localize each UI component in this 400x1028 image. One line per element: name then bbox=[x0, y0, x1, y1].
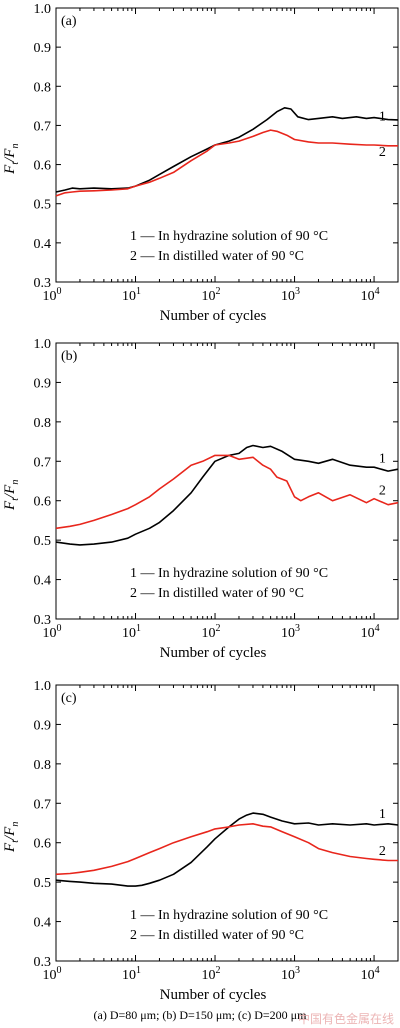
y-tick-label: 0.5 bbox=[34, 534, 52, 549]
y-tick-label: 0.8 bbox=[34, 416, 52, 431]
y-tick-label: 0.3 bbox=[34, 955, 52, 970]
series-label-2: 2 bbox=[379, 145, 386, 160]
series-line-1 bbox=[55, 812, 399, 887]
y-tick-label: 0.6 bbox=[34, 837, 52, 852]
x-axis-label: Number of cycles bbox=[160, 645, 267, 661]
series-line-1 bbox=[55, 107, 399, 193]
panel-label: (c) bbox=[61, 691, 77, 706]
x-tick-label: 103 bbox=[281, 965, 300, 983]
x-tick-label: 102 bbox=[202, 286, 221, 304]
x-tick-label: 104 bbox=[361, 286, 380, 304]
x-tick-label: 101 bbox=[122, 286, 141, 304]
series-label-1: 1 bbox=[379, 807, 386, 822]
legend-entry-2: 2 — In distilled water of 90 °C bbox=[130, 249, 304, 264]
series-label-2: 2 bbox=[379, 844, 386, 859]
plot-frame bbox=[55, 342, 399, 620]
y-tick-label: 1.0 bbox=[34, 337, 52, 352]
y-tick-label: 0.6 bbox=[34, 159, 52, 174]
y-tick-label: 0.4 bbox=[34, 574, 52, 589]
chart-panel-2: 0.3 0.4 0.5 0.6 0.7 0.8 0.9 1.0 100 101 102 103 104 N… bbox=[2, 337, 399, 661]
plot-frame bbox=[55, 684, 399, 962]
y-tick-label: 0.9 bbox=[34, 41, 52, 56]
x-tick-label: 100 bbox=[43, 965, 62, 983]
x-tick-label: 101 bbox=[122, 965, 141, 983]
chart-panel-1: 0.3 0.4 0.5 0.6 0.7 0.8 0.9 1.0 100 101 102 103 104 N… bbox=[2, 2, 399, 324]
watermark: 中国有色金属在线 bbox=[297, 1012, 394, 1026]
y-tick-label: 0.7 bbox=[34, 455, 52, 470]
x-axis-label: Number of cycles bbox=[160, 308, 267, 324]
y-tick-label: 0.4 bbox=[34, 916, 52, 931]
x-tick-label: 102 bbox=[202, 965, 221, 983]
legend-entry-2: 2 — In distilled water of 90 °C bbox=[130, 928, 304, 943]
series-line-2 bbox=[55, 823, 398, 876]
x-tick-label: 102 bbox=[202, 623, 221, 641]
legend-entry-1: 1 — In hydrazine solution of 90 °C bbox=[130, 908, 328, 923]
series-line-2 bbox=[55, 454, 399, 530]
y-tick-label: 0.5 bbox=[34, 876, 52, 891]
y-tick-label: 0.6 bbox=[34, 495, 52, 510]
panel-label: (a) bbox=[61, 14, 77, 29]
x-tick-label: 104 bbox=[361, 965, 380, 983]
y-tick-label: 0.9 bbox=[34, 718, 52, 733]
panel-label: (b) bbox=[61, 349, 78, 364]
legend-entry-1: 1 — In hydrazine solution of 90 °C bbox=[130, 566, 328, 581]
y-tick-label: 0.8 bbox=[34, 80, 52, 95]
x-tick-label: 100 bbox=[43, 286, 62, 304]
y-tick-label: 0.9 bbox=[34, 376, 52, 391]
x-tick-label: 104 bbox=[361, 623, 380, 641]
x-tick-label: 100 bbox=[43, 623, 62, 641]
x-tick-label: 103 bbox=[281, 623, 300, 641]
y-tick-label: 1.0 bbox=[34, 679, 52, 694]
figure-caption: (a) D=80 μm; (b) D=150 μm; (c) D=200 μm bbox=[93, 1008, 307, 1022]
y-tick-label: 0.3 bbox=[34, 276, 52, 291]
y-tick-label: 0.4 bbox=[34, 237, 52, 252]
y-axis-label: Ft/Fn bbox=[2, 480, 21, 511]
y-tick-label: 1.0 bbox=[34, 2, 52, 17]
legend-entry-2: 2 — In distilled water of 90 °C bbox=[130, 586, 304, 601]
series-label-1: 1 bbox=[379, 451, 386, 466]
y-tick-label: 0.5 bbox=[34, 198, 52, 213]
x-tick-label: 101 bbox=[122, 623, 141, 641]
series-label-1: 1 bbox=[379, 110, 386, 125]
x-tick-label: 103 bbox=[281, 286, 300, 304]
y-axis-label: Ft/Fn bbox=[2, 822, 21, 853]
series-line-1 bbox=[55, 444, 399, 546]
y-tick-label: 0.3 bbox=[34, 613, 52, 628]
y-tick-label: 0.8 bbox=[34, 758, 52, 773]
series-line-2 bbox=[55, 129, 398, 197]
y-tick-label: 0.7 bbox=[34, 119, 52, 134]
x-axis-label: Number of cycles bbox=[160, 987, 267, 1003]
chart-panel-3: 0.3 0.4 0.5 0.6 0.7 0.8 0.9 1.0 100 101 102 103 104 N… bbox=[2, 679, 399, 1003]
legend-entry-1: 1 — In hydrazine solution of 90 °C bbox=[130, 229, 328, 244]
series-label-2: 2 bbox=[379, 484, 386, 499]
y-axis-label: Ft/Fn bbox=[2, 144, 21, 175]
y-tick-label: 0.7 bbox=[34, 797, 52, 812]
